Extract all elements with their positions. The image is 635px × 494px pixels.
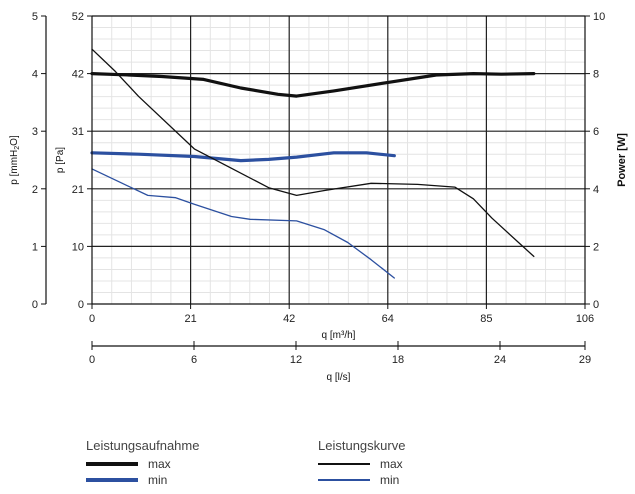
y-axis-title-mmh2o: p [mmH2O] bbox=[9, 135, 21, 185]
m3h-tick-label: 106 bbox=[576, 313, 594, 325]
mmh2o-tick-label: 5 bbox=[32, 11, 38, 23]
ls-tick-label: 0 bbox=[89, 354, 95, 366]
mmh2o-tick-label: 2 bbox=[32, 184, 38, 196]
legend-power-title: Leistungsaufnahme bbox=[86, 438, 200, 453]
m3h-tick-label: 85 bbox=[480, 313, 492, 325]
power-max-line bbox=[90, 71, 536, 98]
pa-tick-label: 52 bbox=[72, 11, 84, 23]
x-axis-title-ls: q [l/s] bbox=[327, 372, 351, 383]
power-tick-label: 10 bbox=[593, 11, 605, 23]
power-tick-label: 4 bbox=[593, 184, 599, 196]
mmh2o-tick-label: 1 bbox=[32, 241, 38, 253]
power-tick-label: 6 bbox=[593, 126, 599, 138]
power-tick-label: 8 bbox=[593, 69, 599, 81]
legend-power: Leistungsaufnahme max min bbox=[86, 438, 199, 488]
legend-curve-max: max bbox=[318, 456, 405, 472]
pa-tick-label: 42 bbox=[72, 69, 84, 81]
m3h-tick-label: 0 bbox=[89, 313, 95, 325]
ls-tick-label: 18 bbox=[392, 354, 404, 366]
mmh2o-tick-label: 4 bbox=[32, 69, 38, 81]
legend-power-min-label: min bbox=[148, 473, 168, 487]
legend-power-min-swatch bbox=[86, 478, 138, 482]
ls-tick-label: 29 bbox=[579, 354, 591, 366]
legend-curve-min-swatch bbox=[318, 479, 370, 481]
legend-curve: Leistungskurve max min bbox=[318, 438, 405, 488]
pa-tick-label: 10 bbox=[72, 241, 84, 253]
performance-min-line bbox=[91, 168, 395, 279]
legend-curve-max-swatch bbox=[318, 463, 370, 465]
pa-tick-label: 21 bbox=[72, 184, 84, 196]
performance-max-line bbox=[91, 48, 535, 258]
mmh2o-tick-label: 0 bbox=[32, 299, 38, 311]
ls-tick-label: 12 bbox=[290, 354, 302, 366]
y-axis-title-pa: p [Pa] bbox=[55, 147, 66, 173]
ls-tick-label: 6 bbox=[191, 354, 197, 366]
power-min-line bbox=[90, 151, 396, 163]
m3h-tick-label: 42 bbox=[283, 313, 295, 325]
legend-curve-min: min bbox=[318, 472, 405, 488]
y-axis-title-power: Power [W] bbox=[616, 133, 628, 187]
m3h-tick-label: 21 bbox=[184, 313, 196, 325]
legend-power-min: min bbox=[86, 472, 199, 488]
pa-tick-label: 31 bbox=[72, 126, 84, 138]
grid bbox=[92, 16, 585, 304]
legend-power-max-swatch bbox=[86, 462, 138, 466]
legend-power-max: max bbox=[86, 456, 199, 472]
pa-tick-label: 0 bbox=[78, 299, 84, 311]
series-layer bbox=[90, 48, 536, 279]
legend-curve-max-label: max bbox=[380, 457, 403, 471]
x-axis-title-m3h: q [m³/h] bbox=[322, 330, 356, 341]
power-tick-label: 2 bbox=[593, 241, 599, 253]
legend-curve-min-label: min bbox=[380, 473, 400, 487]
legend-curve-title: Leistungskurve bbox=[318, 438, 406, 453]
ls-tick-label: 24 bbox=[494, 354, 506, 366]
m3h-tick-label: 64 bbox=[382, 313, 394, 325]
power-tick-label: 0 bbox=[593, 299, 599, 311]
axes bbox=[41, 15, 590, 350]
legend-power-max-label: max bbox=[148, 457, 171, 471]
mmh2o-tick-label: 3 bbox=[32, 126, 38, 138]
